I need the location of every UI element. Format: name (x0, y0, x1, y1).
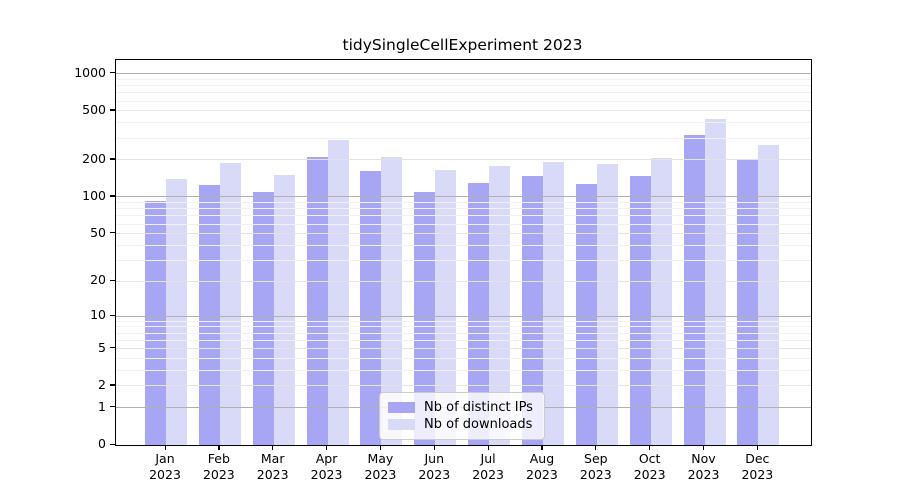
legend-item-distinct-ips: Nb of distinct IPs (388, 399, 536, 415)
bars-layer (116, 60, 811, 445)
bar-distinct-ips-dec (737, 159, 759, 445)
y-tick-mark-0 (110, 443, 115, 445)
bar-downloads-mar (273, 175, 295, 445)
y-tick-label-1000: 1000 (74, 64, 106, 80)
bar-distinct-ips-sep (575, 184, 597, 445)
x-tick-mark-jun (433, 445, 435, 450)
y-tick-label-20: 20 (90, 272, 106, 288)
legend-swatch-distinct-ips (388, 401, 415, 413)
y-tick-label-100: 100 (82, 187, 106, 203)
x-tick-label-jan: Jan 2023 (149, 451, 181, 482)
bar-downloads-sep (596, 164, 618, 445)
x-tick-mark-jul (487, 445, 489, 450)
x-tick-mark-dec (756, 445, 759, 450)
x-tick-mark-oct (649, 445, 651, 450)
y-tick-mark-2 (110, 384, 115, 386)
y-tick-mark-50 (110, 232, 115, 234)
y-tick-label-10: 10 (90, 307, 106, 323)
x-tick-label-feb: Feb 2023 (202, 451, 235, 482)
y-tick-mark-200 (110, 158, 115, 160)
bar-downloads-jun (435, 170, 457, 445)
bar-distinct-ips-jan (145, 200, 166, 445)
bar-distinct-ips-aug (521, 176, 543, 445)
x-tick-label-oct: Oct 2023 (633, 451, 666, 482)
x-tick-label-jun: Jun 2023 (418, 451, 451, 482)
x-tick-label-apr: Apr 2023 (310, 451, 343, 482)
plot-area (115, 59, 812, 446)
x-tick-mark-aug (541, 445, 543, 450)
x-tick-label-aug: Aug 2023 (526, 451, 558, 482)
legend-label-distinct-ips: Nb of distinct IPs (424, 399, 533, 415)
x-tick-mark-mar (272, 445, 274, 450)
y-tick-mark-1000 (110, 72, 115, 74)
legend-swatch-downloads (388, 418, 415, 430)
x-tick-label-dec: Dec 2023 (741, 451, 774, 482)
bar-distinct-ips-may (360, 170, 382, 445)
bar-distinct-ips-nov (683, 135, 705, 445)
bar-distinct-ips-jul (468, 182, 490, 445)
chart-title: tidySingleCellExperiment 2023 (342, 36, 583, 54)
bar-downloads-may (381, 157, 403, 445)
y-tick-label-500: 500 (82, 101, 106, 117)
legend-item-downloads: Nb of downloads (388, 416, 536, 432)
legend-label-downloads: Nb of downloads (424, 416, 533, 432)
bar-downloads-dec (758, 145, 780, 445)
x-tick-mark-apr (326, 445, 328, 450)
bar-distinct-ips-mar (252, 192, 274, 445)
y-tick-label-0: 0 (98, 436, 106, 451)
y-tick-mark-20 (110, 279, 115, 282)
x-tick-label-nov: Nov 2023 (687, 451, 720, 482)
y-tick-label-2: 2 (98, 376, 106, 392)
x-tick-mark-sep (595, 445, 597, 450)
x-tick-label-sep: Sep 2023 (579, 451, 612, 482)
y-tick-mark-5 (110, 347, 115, 349)
y-tick-label-5: 5 (98, 339, 106, 355)
x-tick-mark-jan (164, 445, 166, 450)
x-tick-mark-may (379, 445, 382, 450)
bar-downloads-aug (542, 161, 564, 445)
bar-downloads-nov (704, 118, 726, 445)
x-tick-mark-feb (218, 445, 220, 450)
bar-downloads-jan (166, 178, 187, 445)
bar-downloads-feb (219, 163, 241, 445)
bar-distinct-ips-feb (198, 185, 220, 445)
x-tick-label-may: May 2023 (364, 451, 397, 482)
y-tick-mark-1 (110, 406, 115, 408)
bar-downloads-apr (327, 139, 349, 445)
x-tick-mark-nov (703, 445, 705, 450)
bar-distinct-ips-jun (414, 191, 436, 445)
x-tick-label-mar: Mar 2023 (256, 451, 289, 482)
bar-downloads-jul (489, 165, 511, 445)
bar-distinct-ips-apr (306, 157, 328, 445)
x-tick-label-jul: Jul 2023 (472, 451, 504, 482)
y-tick-mark-100 (110, 195, 115, 197)
bar-distinct-ips-oct (629, 176, 651, 445)
y-tick-label-50: 50 (90, 224, 106, 240)
y-tick-mark-500 (110, 109, 115, 111)
y-tick-label-200: 200 (82, 150, 106, 166)
legend: Nb of distinct IPs Nb of downloads (379, 392, 545, 440)
y-tick-label-1: 1 (98, 398, 106, 414)
y-tick-mark-10 (110, 314, 115, 316)
bar-downloads-oct (650, 157, 672, 445)
